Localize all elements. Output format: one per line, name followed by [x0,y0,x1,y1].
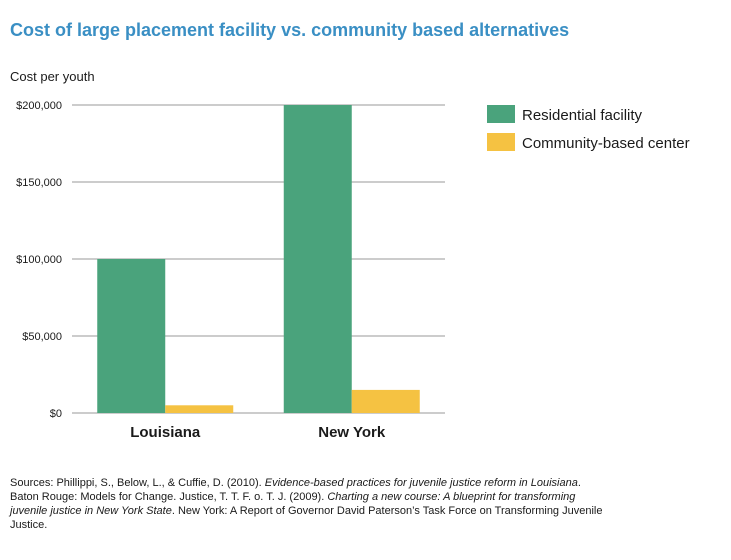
sources-title-2: Charting a new course: A blueprint for t… [10,491,576,517]
sources-suffix: . New York: A Report of Governor David P… [10,505,603,531]
y-axis-label: Cost per youth [10,69,95,84]
bar-louisiana-residential-facility [97,259,166,413]
legend-swatch-1 [487,133,515,151]
y-tick-label: $0 [50,408,62,420]
y-tick-label: $100,000 [16,254,62,266]
bar-chart: $0 $50,000 $100,000 $150,000 $200,000 Louisia… [16,100,690,441]
y-tick-label: $150,000 [16,177,62,189]
bar-louisiana-community-based-center [165,405,234,413]
x-tick-label: Louisiana [130,424,201,441]
sources-note: Sources: Phillippi, S., Below, L., & Cuf… [10,476,610,532]
y-tick-label: $200,000 [16,100,62,112]
chart-title: Cost of large placement facility vs. com… [10,20,570,40]
bar-new-york-residential-facility [283,105,352,413]
x-tick-label: New York [318,424,386,441]
sources-prefix: Sources: Phillippi, S., Below, L., & Cuf… [10,477,265,489]
bar-new-york-community-based-center [351,389,420,413]
legend-label: Residential facility [522,107,643,124]
sources-title-1: Evidence-based practices for juvenile ju… [264,477,578,489]
sources-middle: . Baton Rouge: Models for Change. Justic… [10,477,581,503]
legend-label: Community-based center [522,135,690,152]
y-tick-label: $50,000 [22,331,62,343]
legend-swatch-0 [487,105,515,123]
